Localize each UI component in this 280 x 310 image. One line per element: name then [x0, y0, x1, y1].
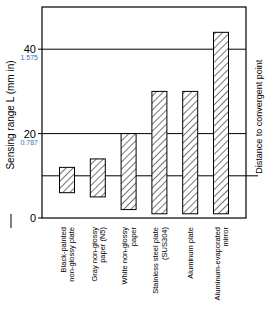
reference-connector: [252, 175, 258, 176]
category-label: Stainless steel plate(SUS304): [151, 227, 169, 294]
y-tick: [38, 49, 42, 50]
category-label: Black-paintednon-glossy plate: [59, 227, 77, 282]
chart: Distance to convergent point020400.7871.…: [0, 0, 280, 310]
category-label-line: non-glossy plate: [67, 227, 76, 282]
category-label-line: (SUS304): [160, 227, 169, 260]
category-label: White non-glossypaper: [120, 227, 138, 285]
y-label-dash: [11, 214, 12, 228]
y2-tick-label: 0.787: [20, 139, 38, 146]
category-label: Aluminum plate: [186, 227, 195, 279]
category-label-line: paper: [129, 227, 138, 247]
y-tick: [38, 133, 42, 134]
category-label-line: Aluminum plate: [186, 227, 195, 279]
y-tick-label: 0: [30, 212, 36, 224]
range-bar: [183, 91, 198, 213]
plot-frame: [42, 7, 246, 218]
category-label: Aluminum-evaporatedmirror: [213, 226, 231, 300]
category-label-line: paper (N5): [98, 227, 107, 263]
y2-tick-label: 1.575: [20, 54, 38, 61]
range-bar: [214, 32, 229, 213]
bars: [60, 32, 229, 213]
range-bar: [60, 167, 75, 192]
category-label: Gray non-glossypaper (N5): [90, 227, 108, 282]
y-tick: [38, 218, 42, 219]
y-axis-label: Sensing range L (mm in): [5, 60, 16, 169]
range-bar: [90, 159, 105, 197]
range-bar: [121, 134, 136, 210]
range-bar: [152, 91, 167, 213]
category-label-line: mirror: [221, 226, 230, 246]
annotation-label: Distance to convergent point: [254, 59, 264, 174]
